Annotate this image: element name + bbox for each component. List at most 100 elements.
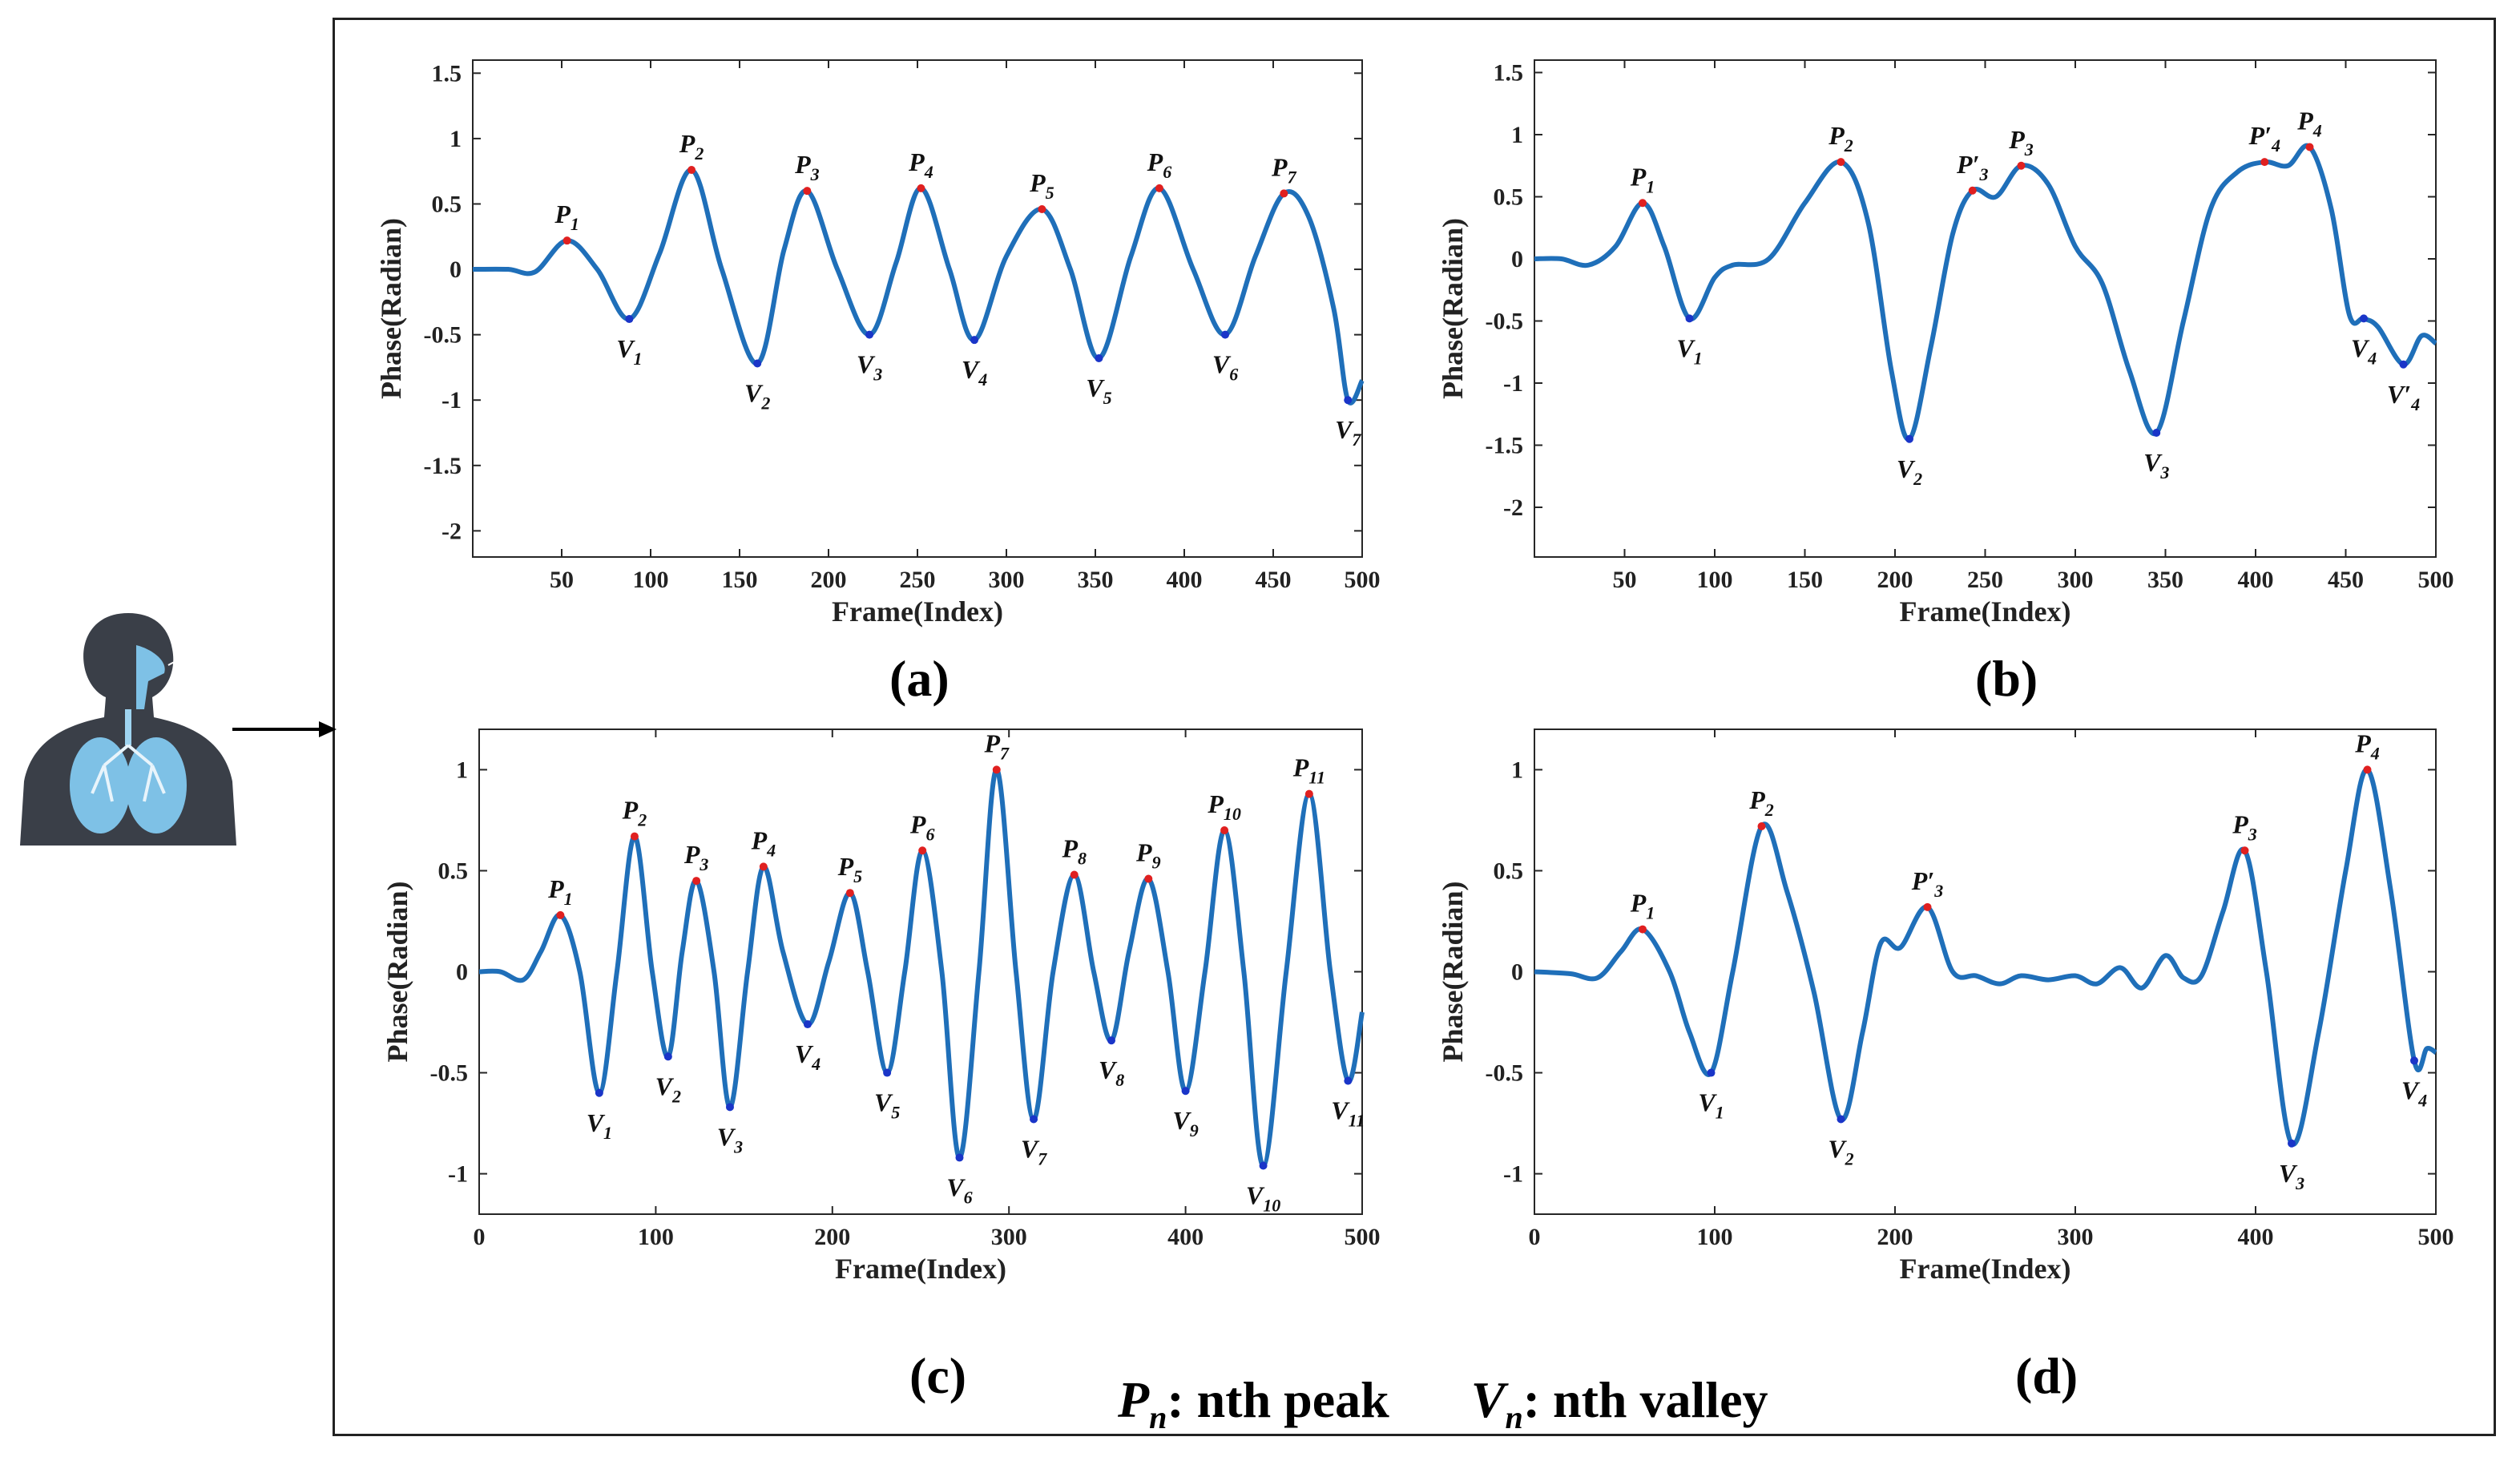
x-axis-label-c: Frame(Index) (835, 1253, 1006, 1285)
x-tick-label-d: 0 (1529, 1224, 1541, 1250)
x-tick-label-a: 450 (1256, 567, 1292, 593)
caption-d: (d) (2015, 1347, 2078, 1404)
y-tick-label-b: 0 (1511, 246, 1523, 272)
x-tick-label-d: 300 (2058, 1224, 2094, 1250)
x-tick-label-d: 200 (1877, 1224, 1913, 1250)
y-tick-label-b: 0.5 (1494, 184, 1524, 211)
peak-label-d: P4 (2354, 728, 2380, 763)
peak-label-b: P2 (1828, 121, 1853, 155)
y-tick-label-a: 0 (450, 256, 462, 283)
valley-marker-c (663, 1052, 672, 1061)
y-tick-label-b: -0.5 (1486, 309, 1524, 335)
valley-marker-c (1030, 1115, 1038, 1124)
valley-label-c: V3 (717, 1122, 743, 1156)
valley-marker-d (2410, 1056, 2418, 1065)
peak-marker-b (2017, 161, 2026, 170)
valley-label-c: V10 (1246, 1181, 1280, 1216)
y-tick-label-d: 0 (1511, 959, 1523, 986)
legend-peak-text: : nth peak (1167, 1371, 1389, 1428)
valley-label-d: V1 (1698, 1088, 1724, 1123)
peak-marker-c (556, 910, 565, 919)
y-tick-label-c: 0 (456, 959, 468, 986)
peak-label-b: P4 (2296, 107, 2322, 141)
valley-marker-b (1905, 434, 1913, 443)
x-tick-label-a: 500 (1345, 567, 1381, 593)
y-tick-label-d: -0.5 (1486, 1060, 1524, 1087)
valley-marker-d (1707, 1068, 1716, 1077)
x-tick-label-a: 100 (633, 567, 669, 593)
y-axis-label-b: Phase(Radian) (1437, 218, 1469, 399)
x-tick-label-a: 300 (989, 567, 1025, 593)
peak-label-d: P′3 (1911, 866, 1944, 901)
valley-marker-a (625, 315, 634, 324)
x-tick-label-b: 100 (1697, 567, 1733, 593)
y-tick-label-b: -1.5 (1486, 433, 1524, 459)
legend-valley-sub: n (1505, 1398, 1523, 1435)
legend-valley-text: : nth valley (1522, 1371, 1768, 1428)
peak-label-a: P5 (1029, 168, 1054, 203)
peak-marker-d (1639, 925, 1647, 934)
peak-marker-a (562, 236, 571, 245)
legend-peak-sub: n (1149, 1398, 1167, 1435)
peak-label-c: P6 (909, 809, 935, 844)
series-line-b (1534, 143, 2437, 442)
valley-label-a: V5 (1086, 373, 1111, 408)
peak-marker-c (630, 832, 639, 841)
peak-marker-c (692, 877, 701, 886)
x-tick-label-c: 200 (814, 1224, 850, 1250)
valley-marker-c (1181, 1087, 1190, 1096)
x-tick-label-b: 250 (1967, 567, 2003, 593)
y-tick-label-d: 1 (1511, 757, 1523, 783)
valley-label-b: V′4 (2387, 380, 2420, 414)
peak-label-c: P5 (837, 852, 863, 886)
y-tick-label-d: -1 (1503, 1161, 1523, 1188)
figure-legend: Pn: nth peak Vn: nth valley (1118, 1370, 1768, 1436)
valley-label-c: V7 (1021, 1135, 1047, 1169)
peak-label-c: P1 (547, 874, 573, 909)
y-axis-label-a: Phase(Radian) (375, 218, 407, 399)
peak-marker-a (917, 184, 925, 192)
x-tick-label-d: 100 (1697, 1224, 1733, 1250)
x-tick-label-b: 150 (1787, 567, 1823, 593)
peak-marker-a (687, 166, 696, 175)
peak-marker-a (1038, 205, 1046, 213)
peak-label-b: P3 (2008, 125, 2034, 159)
peak-marker-d (1923, 902, 1932, 911)
valley-marker-c (1344, 1076, 1353, 1085)
valley-label-d: V3 (2279, 1159, 2304, 1193)
valley-marker-d (1837, 1115, 1845, 1124)
valley-label-a: V1 (616, 334, 642, 369)
peak-label-a: P6 (1147, 147, 1172, 182)
valley-marker-a (970, 336, 979, 345)
peak-marker-c (992, 765, 1001, 774)
caption-c: (c) (909, 1347, 967, 1404)
caption-b: (b) (1975, 650, 2038, 707)
valley-label-a: V2 (744, 379, 770, 414)
figure-frame (333, 18, 2496, 1436)
valley-label-b: V4 (2351, 333, 2377, 368)
x-tick-label-c: 400 (1167, 1224, 1204, 1250)
peak-label-a: P1 (554, 200, 579, 234)
peak-label-d: P3 (2232, 809, 2257, 844)
peak-marker-b (1968, 186, 1977, 195)
valley-label-c: V2 (655, 1072, 681, 1106)
x-tick-label-a: 350 (1078, 567, 1114, 593)
valley-label-c: V11 (1331, 1096, 1365, 1131)
valley-label-b: V3 (2143, 448, 2169, 482)
valley-label-d: V2 (1828, 1135, 1853, 1169)
x-tick-label-c: 300 (991, 1224, 1027, 1250)
x-tick-label-b: 300 (2058, 567, 2094, 593)
x-tick-label-b: 500 (2418, 567, 2454, 593)
x-tick-label-b: 400 (2238, 567, 2274, 593)
peak-marker-c (845, 889, 854, 898)
y-tick-label-b: 1.5 (1494, 60, 1524, 87)
peak-marker-b (1639, 199, 1647, 208)
peak-marker-c (1070, 870, 1079, 879)
valley-label-c: V5 (874, 1088, 900, 1123)
valley-marker-b (2399, 360, 2408, 369)
y-tick-label-a: -0.5 (424, 322, 462, 349)
x-tick-label-c: 100 (638, 1224, 674, 1250)
y-tick-label-b: -2 (1503, 494, 1523, 521)
